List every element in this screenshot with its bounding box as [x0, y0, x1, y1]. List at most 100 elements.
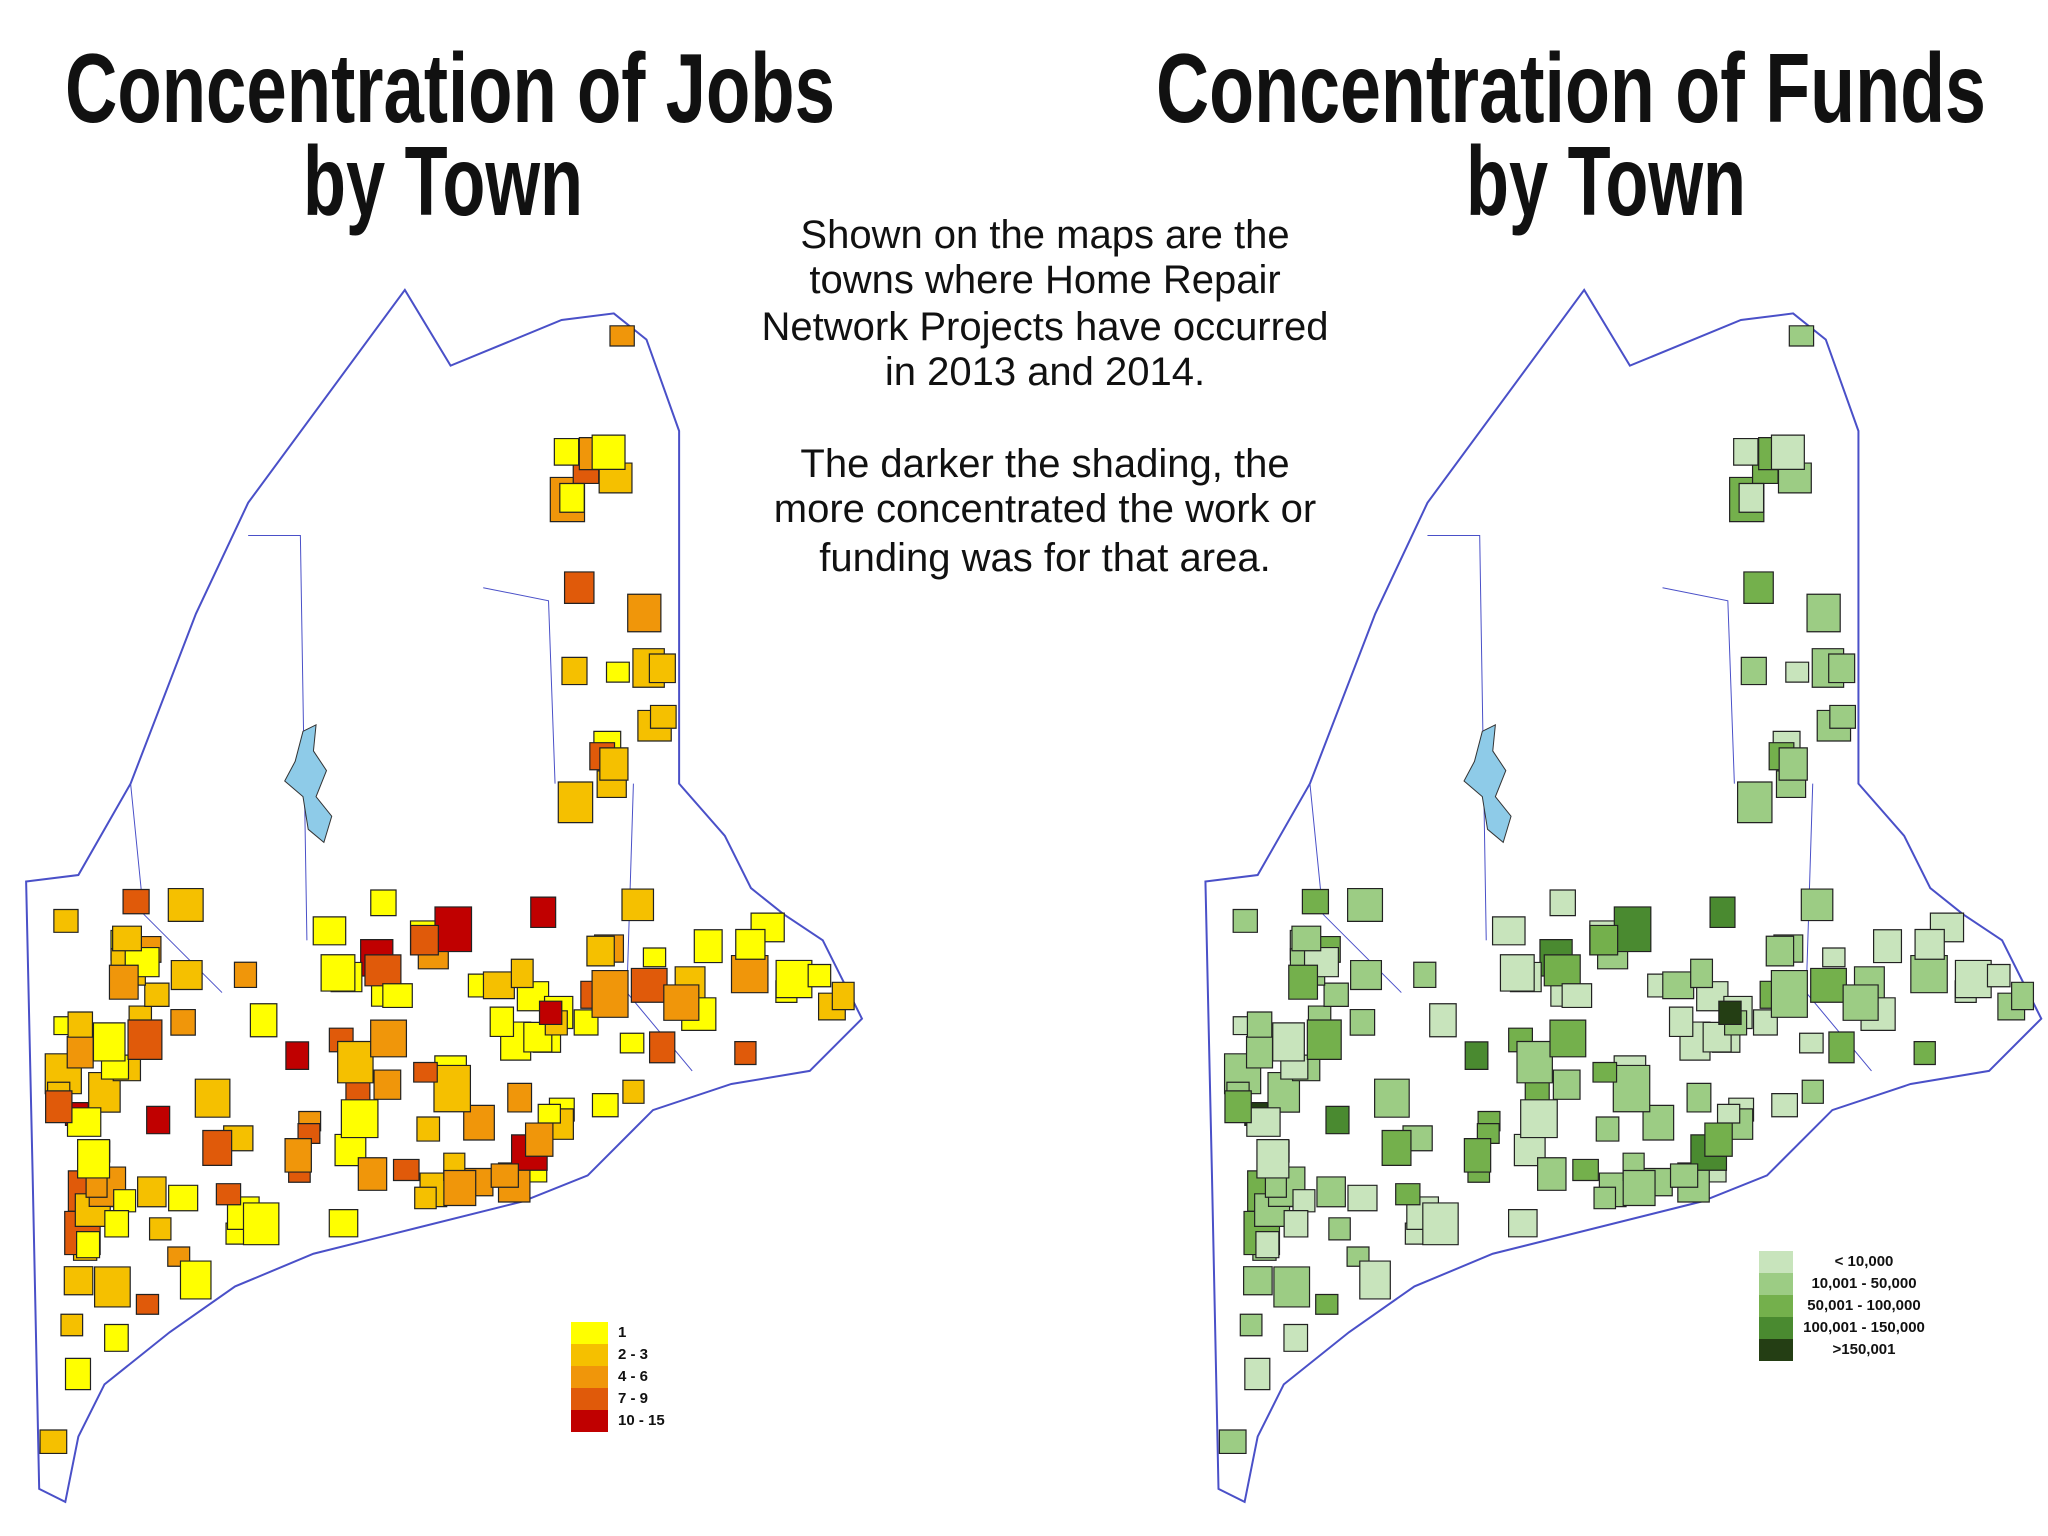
town — [1240, 1314, 1262, 1336]
town — [138, 1177, 166, 1207]
town — [415, 1187, 436, 1208]
description-line: Network Projects have occurred — [762, 305, 1329, 349]
town — [1789, 326, 1813, 346]
town — [383, 984, 412, 1008]
town — [1623, 1170, 1655, 1205]
town — [1292, 926, 1321, 951]
town — [171, 1010, 195, 1036]
town — [1738, 782, 1772, 823]
town — [1307, 1020, 1341, 1059]
town — [1360, 1261, 1391, 1299]
town — [1509, 1210, 1537, 1237]
right-title-line: Concentration of Funds — [1156, 33, 1986, 143]
town — [68, 1012, 92, 1037]
town — [1257, 1140, 1289, 1178]
town — [1744, 572, 1773, 603]
town — [1219, 1430, 1246, 1453]
county-line — [483, 588, 555, 784]
town — [1423, 1203, 1458, 1245]
town — [68, 1108, 101, 1137]
town — [147, 1106, 170, 1133]
town — [732, 956, 768, 993]
town — [313, 917, 345, 945]
town — [1829, 1032, 1854, 1063]
town — [1305, 948, 1339, 977]
legend-swatch — [571, 1322, 608, 1344]
town — [1771, 435, 1804, 469]
town — [643, 948, 665, 967]
legend-swatch — [571, 1410, 608, 1432]
town — [1274, 1267, 1310, 1307]
town — [1719, 1001, 1741, 1024]
town — [526, 1123, 553, 1156]
town — [664, 985, 699, 1020]
town — [1284, 1211, 1308, 1237]
description-line: towns where Home Repair — [809, 258, 1280, 302]
town — [1464, 1139, 1490, 1172]
town — [40, 1430, 67, 1453]
town — [250, 1004, 276, 1037]
left-title-line: by Town — [303, 126, 583, 236]
town — [1911, 956, 1947, 993]
town — [1465, 1042, 1488, 1069]
town — [216, 1184, 240, 1205]
town — [64, 1267, 93, 1295]
town — [1801, 889, 1832, 920]
town — [491, 1164, 518, 1187]
town — [1544, 955, 1580, 986]
town — [329, 1210, 357, 1237]
town — [1256, 1232, 1279, 1258]
town — [180, 1261, 211, 1299]
legend-label: 10,001 - 50,000 — [1811, 1275, 1916, 1292]
town — [114, 1190, 136, 1212]
town — [1671, 1164, 1698, 1187]
town — [171, 961, 202, 990]
town — [1284, 1325, 1308, 1352]
town — [600, 748, 628, 780]
town — [1955, 960, 1991, 997]
town — [554, 439, 578, 466]
town — [1326, 1106, 1349, 1133]
town — [1734, 439, 1758, 466]
legend-swatch — [1759, 1251, 1793, 1273]
town — [169, 1185, 198, 1210]
town — [1225, 1091, 1251, 1123]
town — [1771, 971, 1807, 1018]
town — [1521, 1100, 1558, 1138]
legend-label: >150,001 — [1833, 1341, 1896, 1358]
town — [341, 1100, 378, 1138]
town — [136, 1295, 158, 1315]
town — [1375, 1079, 1410, 1117]
town — [490, 1007, 513, 1036]
town — [1396, 1184, 1420, 1205]
town — [610, 326, 634, 346]
town — [651, 705, 677, 728]
town — [628, 594, 661, 632]
legend-swatch — [571, 1366, 608, 1388]
town — [1553, 1070, 1580, 1099]
town — [1915, 929, 1944, 959]
town — [1351, 961, 1382, 990]
town — [531, 897, 556, 927]
town — [1245, 1358, 1270, 1389]
town — [105, 1211, 129, 1237]
legend-label: 100,001 - 150,000 — [1803, 1319, 1925, 1336]
town — [86, 1176, 107, 1197]
legend-swatch — [1759, 1317, 1793, 1339]
left-title-line: Concentration of Jobs — [65, 33, 835, 143]
town — [1414, 962, 1436, 987]
town — [417, 1117, 440, 1141]
town — [168, 889, 203, 922]
town — [1493, 917, 1525, 945]
town — [607, 662, 630, 682]
funds-map — [1205, 290, 2041, 1502]
town — [565, 572, 594, 603]
legend-swatch — [571, 1388, 608, 1410]
town — [735, 1042, 756, 1065]
town — [1293, 1190, 1315, 1212]
right-title-line: by Town — [1466, 126, 1746, 236]
town — [649, 654, 675, 683]
town — [650, 1032, 675, 1063]
town — [1807, 594, 1840, 632]
